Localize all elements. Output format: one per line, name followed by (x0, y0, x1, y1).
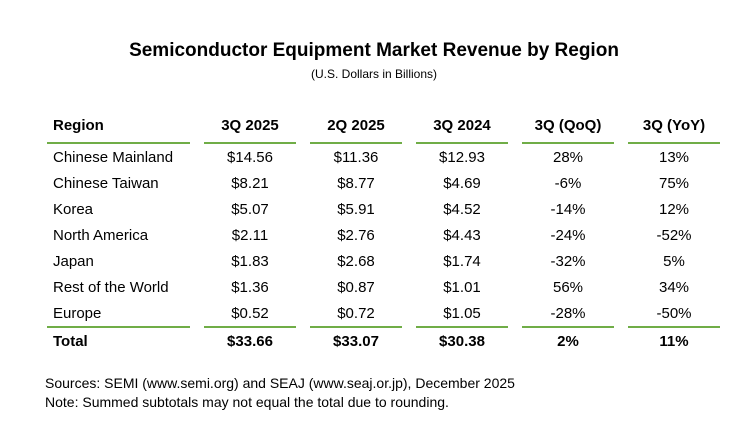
rounding-note: Note: Summed subtotals may not equal the… (45, 394, 449, 410)
column-header: 2Q 2025 (310, 108, 402, 144)
table-row: Rest of the World $1.36 $0.87 $1.01 56% 34% (47, 274, 720, 300)
table-subtitle: (U.S. Dollars in Billions) (310, 67, 438, 81)
column-header: 3Q 2025 (204, 108, 296, 144)
value-cell: $0.87 (337, 278, 375, 296)
value-cell: $4.52 (443, 200, 481, 218)
value-cell: $14.56 (227, 148, 273, 166)
region-cell: Europe (47, 300, 190, 328)
value-cell: 75% (658, 174, 690, 192)
value-cell: $33.07 (333, 333, 379, 350)
value-cell: 11% (659, 333, 689, 350)
value-cell: $0.72 (310, 300, 402, 328)
table-row: Europe $0.52 $0.72 $1.05 -28% -50% (47, 300, 720, 328)
table-title: Semiconductor Equipment Market Revenue b… (129, 40, 619, 61)
value-cell: -28% (522, 300, 614, 328)
region-cell: Chinese Mainland (53, 148, 174, 166)
region-cell: Korea (53, 200, 94, 218)
value-cell: $33.66 (227, 333, 273, 350)
value-cell: $1.83 (231, 252, 269, 270)
value-cell: -32% (550, 252, 586, 270)
value-cell: $1.05 (416, 300, 508, 328)
column-header: Region (47, 108, 190, 144)
region-cell: Rest of the World (53, 278, 169, 296)
notes: Sources: SEMI (www.semi.org) and SEAJ (w… (45, 374, 515, 412)
value-cell: -50% (628, 300, 720, 328)
table-row: Korea $5.07 $5.91 $4.52 -14% 12% (47, 196, 720, 222)
value-cell: 2% (557, 333, 579, 350)
region-cell: Total (53, 333, 88, 350)
value-cell: 34% (658, 278, 690, 296)
table-row: Japan $1.83 $2.68 $1.74 -32% 5% (47, 248, 720, 274)
value-cell: 28% (552, 148, 584, 166)
column-header: 3Q 2024 (416, 108, 508, 144)
header-row: Region 3Q 2025 2Q 2025 3Q 2024 3Q (QoQ) 3Q (Y… (47, 108, 720, 144)
value-cell: $1.36 (231, 278, 269, 296)
value-cell: $4.69 (443, 174, 481, 192)
value-cell: $1.74 (443, 252, 481, 270)
sources-note: Sources: SEMI (www.semi.org) and SEAJ (w… (45, 375, 515, 391)
total-row: Total $33.66 $33.07 $30.38 2% 11% (47, 328, 720, 355)
value-cell: $30.38 (439, 333, 485, 350)
region-cell: Japan (53, 252, 94, 270)
value-cell: $5.07 (231, 200, 269, 218)
value-cell: 5% (663, 252, 685, 270)
value-cell: $1.01 (443, 278, 481, 296)
value-cell: 13% (658, 148, 690, 166)
column-header: 3Q (QoQ) (522, 108, 614, 144)
value-cell: -24% (550, 226, 586, 244)
table-row: Chinese Taiwan $8.21 $8.77 $4.69 -6% 75% (47, 170, 720, 196)
value-cell: 56% (552, 278, 584, 296)
value-cell: -6% (554, 174, 582, 192)
value-cell: $11.36 (333, 148, 379, 166)
value-cell: $12.93 (439, 148, 485, 166)
value-cell: $5.91 (337, 200, 375, 218)
region-cell: North America (53, 226, 149, 244)
column-header: 3Q (YoY) (628, 108, 720, 144)
table-row: North America $2.11 $2.76 $4.43 -24% -52% (47, 222, 720, 248)
value-cell: $0.52 (204, 300, 296, 328)
value-cell: $4.43 (443, 226, 481, 244)
value-cell: -52% (656, 226, 692, 244)
value-cell: $2.68 (337, 252, 375, 270)
value-cell: -14% (550, 200, 586, 218)
value-cell: $2.76 (337, 226, 375, 244)
value-cell: $8.77 (337, 174, 375, 192)
value-cell: $8.21 (231, 174, 269, 192)
value-cell: 12% (658, 200, 690, 218)
region-cell: Chinese Taiwan (53, 174, 159, 192)
revenue-table: Region 3Q 2025 2Q 2025 3Q 2024 3Q (QoQ) 3Q (Y… (33, 108, 734, 355)
table-row: Chinese Mainland $14.56 $11.36 $12.93 28% 13% (47, 144, 720, 170)
value-cell: $2.11 (231, 226, 269, 244)
